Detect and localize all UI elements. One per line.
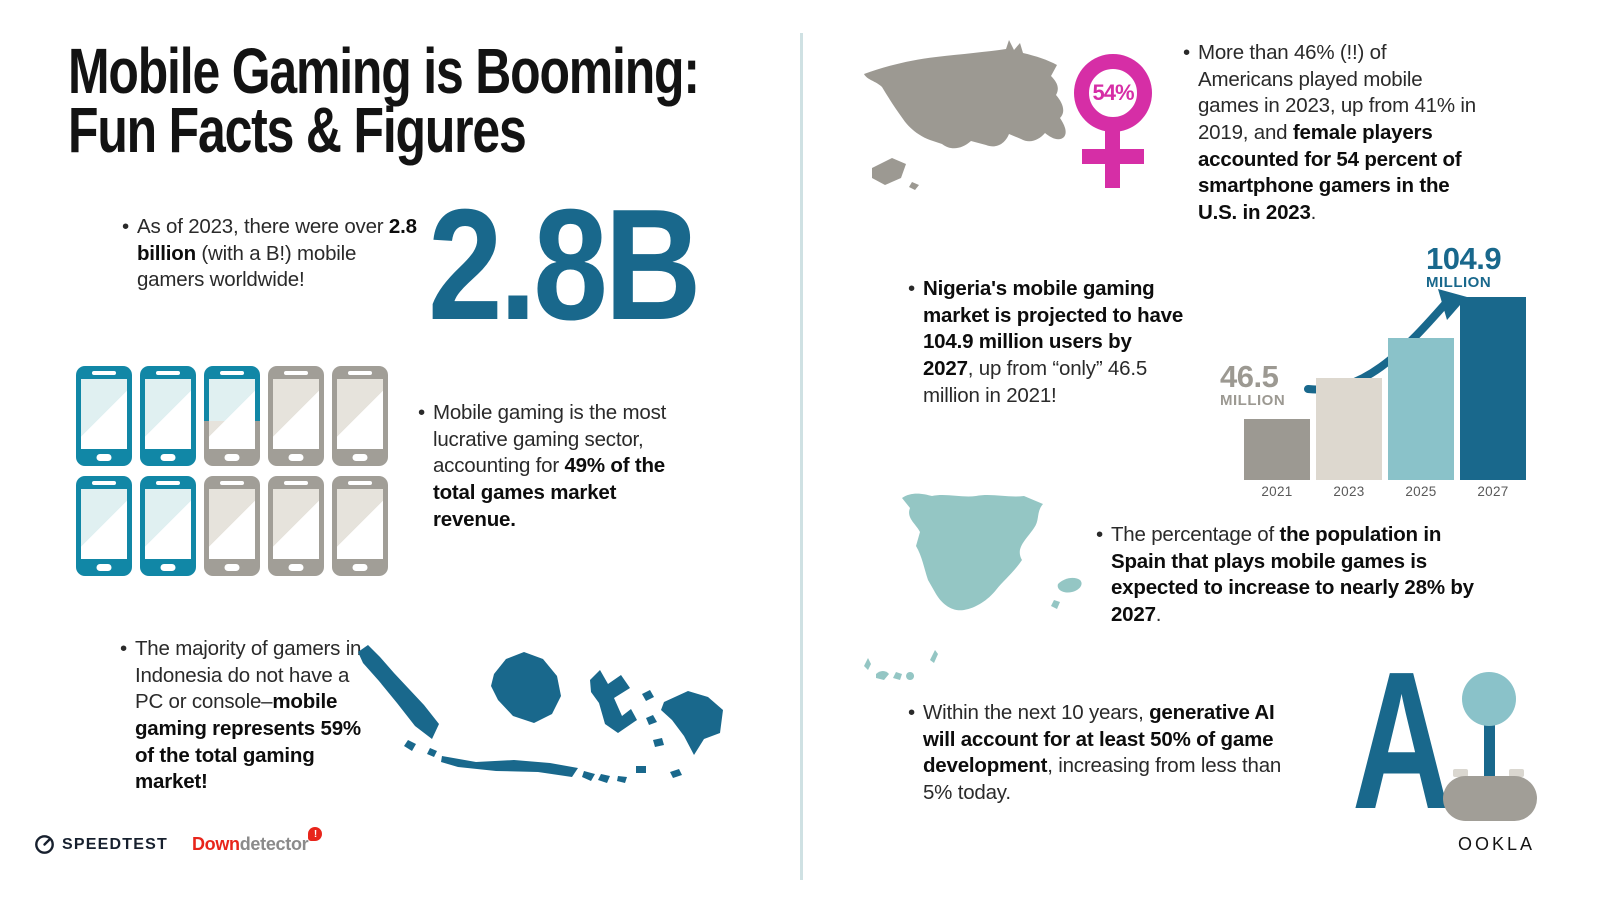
bar-2027: 2027 bbox=[1460, 297, 1526, 499]
revenue-fact: • Mobile gaming is the most lucrative ga… bbox=[418, 400, 674, 533]
bullet-icon: • bbox=[122, 215, 129, 238]
phone-screen bbox=[273, 379, 319, 449]
indonesia-fact-text: The majority of gamers in Indonesia do n… bbox=[134, 637, 362, 794]
phone-icon bbox=[140, 476, 196, 576]
bar-2025: 2025 bbox=[1388, 338, 1454, 499]
female-symbol-ring: 54% bbox=[1074, 54, 1152, 132]
phone-icon-teal-half bbox=[204, 366, 260, 421]
joystick-button bbox=[1453, 769, 1468, 777]
downdetector-logo: Downdetector ! bbox=[191, 827, 323, 855]
ai-fact-text: Within the next 10 years, generative AI … bbox=[922, 701, 1282, 804]
footer-brand-logos: SPEEDTEST Downdetector ! bbox=[34, 827, 323, 855]
joystick-ball bbox=[1462, 672, 1516, 726]
phone-icon bbox=[268, 476, 324, 576]
phone-icon bbox=[332, 476, 388, 576]
chart-bars: 2021 2023 2025 2027 bbox=[1244, 297, 1526, 499]
phone-icon bbox=[204, 476, 260, 576]
phone-icon bbox=[140, 366, 196, 466]
spain-fact: • The percentage of the population in Sp… bbox=[1096, 522, 1486, 629]
spain-map bbox=[864, 493, 1082, 680]
axis-label-2023: 2023 bbox=[1333, 484, 1365, 499]
axis-label-2027: 2027 bbox=[1477, 484, 1509, 499]
phone-icon-partial bbox=[204, 366, 260, 466]
gamers-fact-text: As of 2023, there were over 2.8 billion … bbox=[136, 215, 417, 292]
phone-icon bbox=[76, 476, 132, 576]
female-symbol-crossbar bbox=[1082, 149, 1144, 164]
phone-screen bbox=[145, 379, 191, 449]
joystick-button bbox=[1509, 769, 1524, 777]
phone-pictograph bbox=[76, 366, 388, 576]
female-symbol-icon: 54% bbox=[1074, 54, 1152, 189]
bar-2023: 2023 bbox=[1316, 378, 1382, 499]
chart-end-value-label: 104.9 MILLION bbox=[1426, 241, 1502, 291]
axis-label-2025: 2025 bbox=[1405, 484, 1437, 499]
ai-graphic: A bbox=[1330, 631, 1565, 850]
page-title: Mobile Gaming is Booming: Fun Facts & Fi… bbox=[68, 35, 877, 166]
center-divider bbox=[800, 33, 803, 880]
us-fact-text: More than 46% (!!) of Americans played m… bbox=[1197, 41, 1476, 224]
bullet-icon: • bbox=[908, 701, 915, 724]
speedtest-logo: SPEEDTEST bbox=[34, 834, 168, 855]
ookla-logo: OOKLA bbox=[1458, 834, 1536, 854]
revenue-fact-text: Mobile gaming is the most lucrative gami… bbox=[432, 401, 667, 531]
nigeria-fact: • Nigeria's mobile gaming market is proj… bbox=[908, 276, 1186, 409]
ai-letter-a: A bbox=[1352, 631, 1452, 850]
axis-label-2021: 2021 bbox=[1261, 484, 1293, 499]
ai-fact: • Within the next 10 years, generative A… bbox=[908, 700, 1310, 807]
us-map bbox=[864, 40, 1066, 190]
gamers-fact: • As of 2023, there were over 2.8 billio… bbox=[122, 214, 418, 294]
downdetector-word-down: Down bbox=[191, 834, 240, 854]
page-title-line1: Mobile Gaming is Booming: bbox=[68, 35, 700, 107]
phone-screen bbox=[273, 489, 319, 559]
phone-screen bbox=[81, 489, 127, 559]
downdetector-word-detector: detector bbox=[239, 834, 309, 854]
bullet-icon: • bbox=[1096, 523, 1103, 546]
phone-screen bbox=[145, 489, 191, 559]
bullet-icon: • bbox=[418, 401, 425, 424]
phone-screen bbox=[81, 379, 127, 449]
chart-start-value-label: 46.5 MILLION bbox=[1220, 359, 1286, 409]
speedtest-gauge-icon bbox=[35, 835, 54, 854]
spain-fact-text: The percentage of the population in Spai… bbox=[1110, 523, 1474, 626]
indonesia-map bbox=[358, 645, 723, 783]
phone-screen bbox=[209, 489, 255, 559]
page-title-line2: Fun Facts & Figures bbox=[68, 94, 527, 166]
phone-icon bbox=[268, 366, 324, 466]
nigeria-fact-text: Nigeria's mobile gaming market is projec… bbox=[922, 277, 1184, 407]
phone-screen bbox=[337, 489, 383, 559]
joystick-icon bbox=[1442, 672, 1542, 822]
bar-2021: 2021 bbox=[1244, 419, 1310, 499]
joystick-stick bbox=[1484, 724, 1495, 779]
bullet-icon: • bbox=[1183, 41, 1190, 64]
joystick-base bbox=[1443, 776, 1537, 821]
phone-icon bbox=[76, 366, 132, 466]
nigeria-users-chart: 46.5 MILLION 104.9 MILLION 2021 2023 202… bbox=[1218, 243, 1532, 499]
female-gamers-badge: 54% bbox=[1092, 80, 1134, 105]
downdetector-badge-icon: ! bbox=[308, 827, 323, 841]
indonesia-fact: • The majority of gamers in Indonesia do… bbox=[120, 636, 374, 796]
big-stat-2-8b: 2.8B bbox=[428, 177, 701, 353]
phone-icon-gray-half bbox=[204, 421, 260, 466]
us-fact: • More than 46% (!!) of Americans played… bbox=[1183, 40, 1481, 226]
bullet-icon: • bbox=[120, 637, 127, 660]
bullet-icon: • bbox=[908, 277, 915, 300]
speedtest-wordmark: SPEEDTEST bbox=[62, 835, 168, 853]
phone-icon bbox=[332, 366, 388, 466]
phone-screen bbox=[337, 379, 383, 449]
